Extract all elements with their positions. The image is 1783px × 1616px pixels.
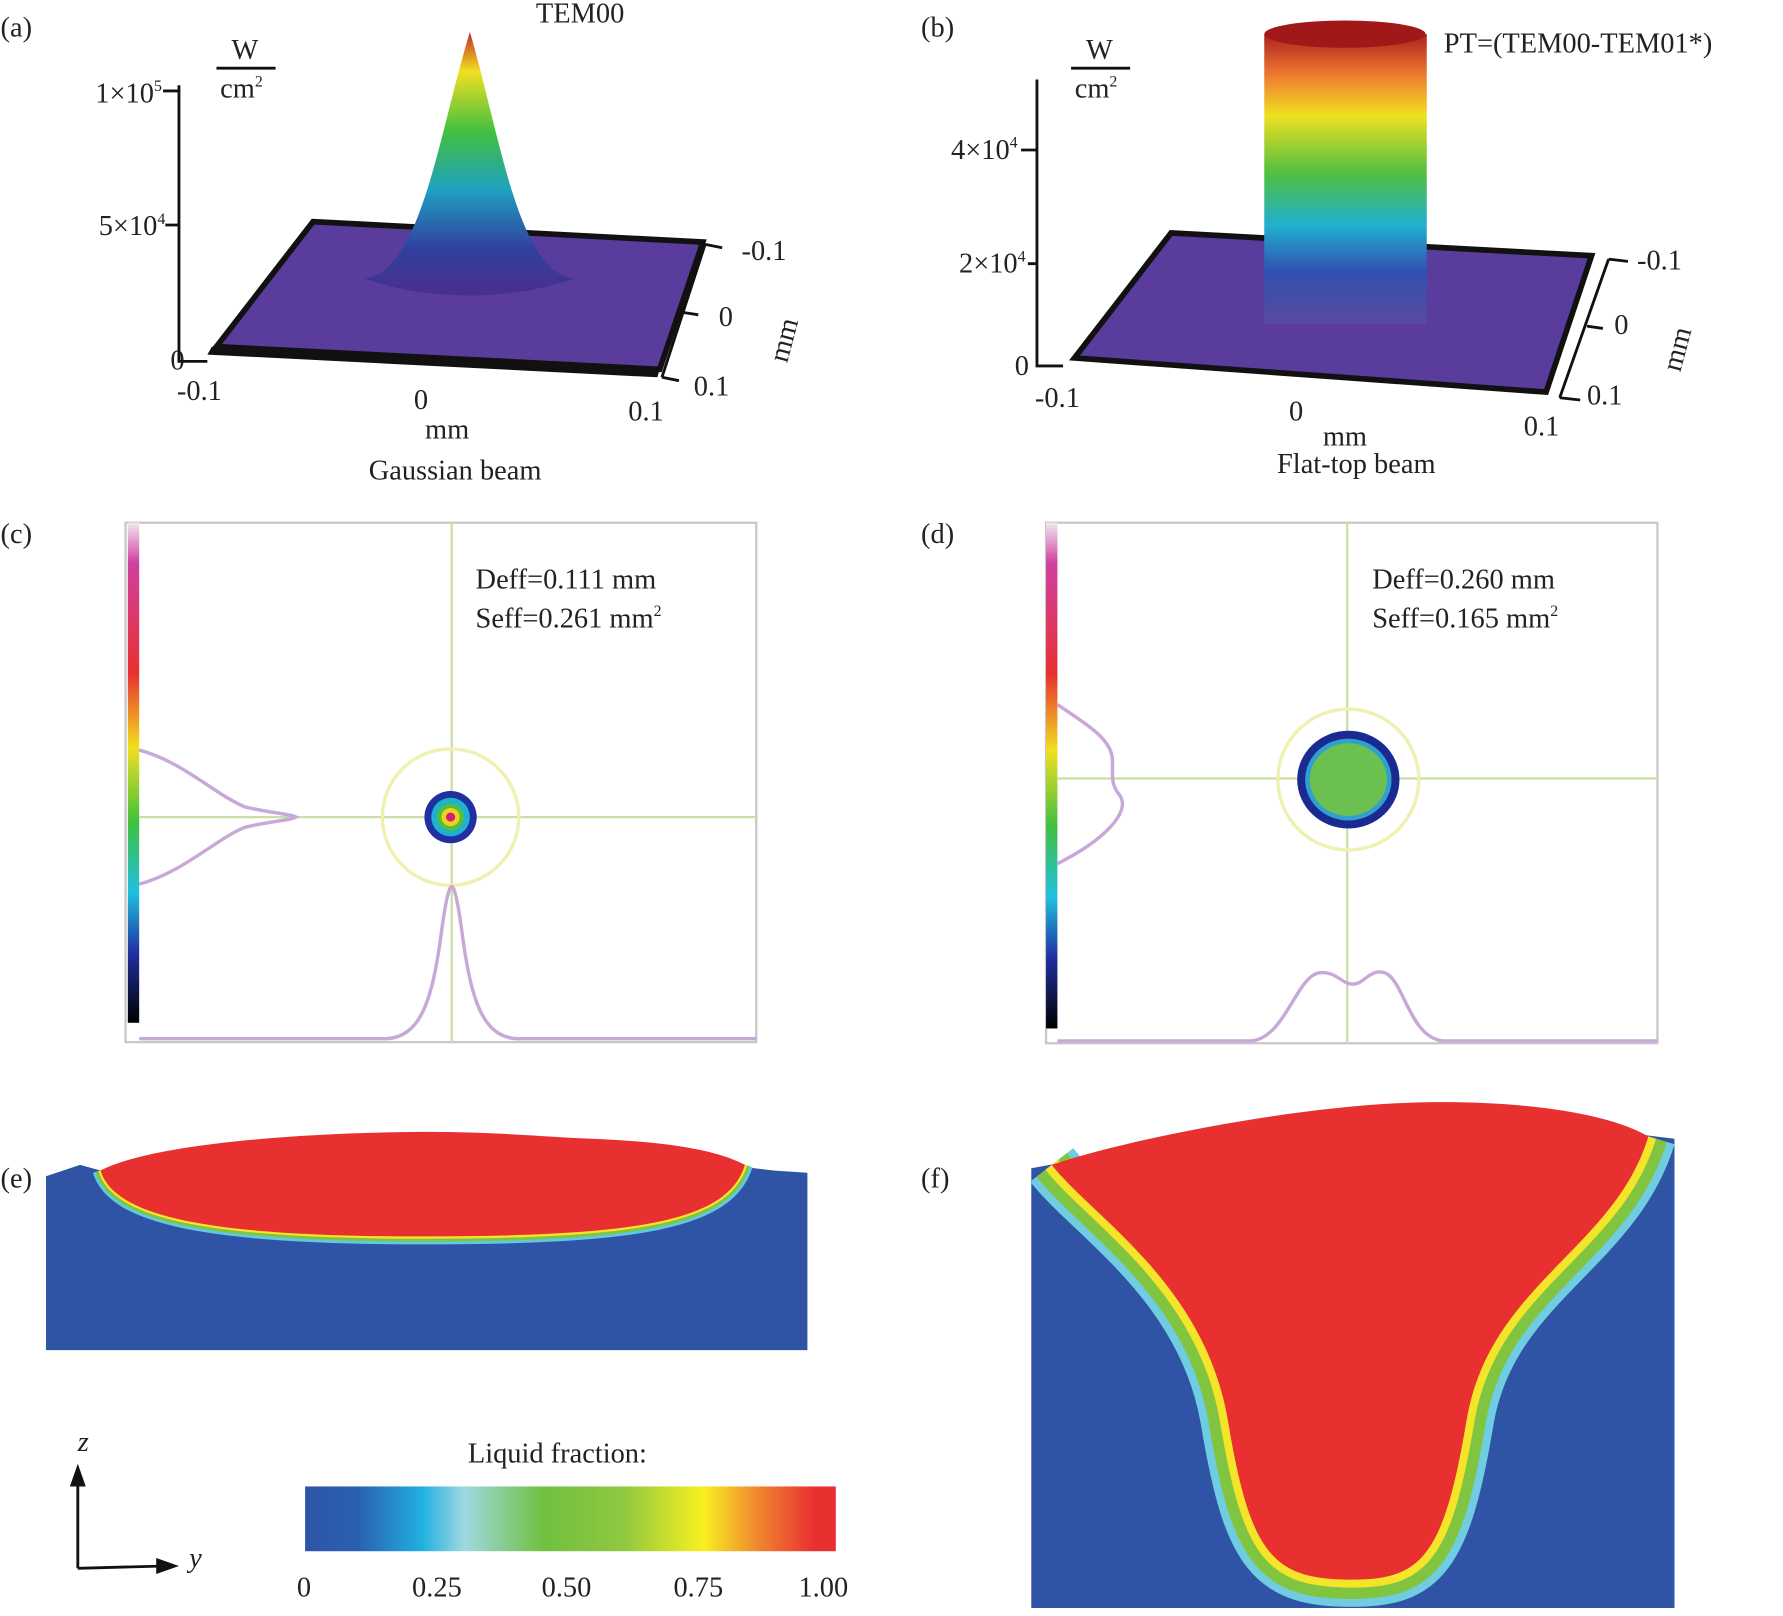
seff: Seff=0.165 mm2: [1372, 603, 1558, 634]
x-label: mm: [425, 415, 469, 446]
deff: Deff=0.111 mm: [476, 565, 657, 596]
legend-title: Liquid fraction:: [468, 1439, 647, 1470]
x-tick: 0.1: [1524, 411, 1560, 442]
panel-c: (c) Deff=0.111 mm Seff=0.261 mm2: [1, 519, 758, 1044]
legend-tick: 0: [297, 1573, 311, 1604]
y-tick: 0: [1614, 310, 1628, 341]
z-axis: [1021, 79, 1064, 368]
x-tick: 0: [414, 385, 428, 416]
spot: [1309, 743, 1387, 816]
seff-exp: 2: [1550, 603, 1558, 620]
legend-tick: 0.50: [542, 1573, 592, 1604]
panel-e: (e): [1, 1131, 808, 1351]
axis-y: y: [186, 1543, 202, 1574]
profile: [138, 748, 300, 886]
z-tick: 0: [1015, 351, 1029, 382]
legend: z y Liquid fraction: 0 0.25 0.50 0.75 1.…: [69, 1427, 848, 1604]
z-tick-base: 1×10: [95, 78, 154, 109]
arrowhead: [156, 1558, 179, 1574]
cylinder-top: [1264, 20, 1426, 48]
panel-d: (d) Deff=0.260 mm Seff=0.165 mm2: [921, 519, 1659, 1045]
unit-den: cm2: [1075, 73, 1118, 104]
unit-num: W: [1086, 35, 1113, 66]
panel-b: (b) PT=(TEM00-TEM01*) W cm2 4×104 2×104 …: [921, 12, 1712, 479]
frame: [124, 521, 758, 1044]
z-tick-base: 2×10: [959, 249, 1018, 280]
unit-num: W: [231, 35, 258, 66]
z-tick-base: 4×10: [951, 135, 1010, 166]
flat-top-cylinder: [1264, 34, 1427, 324]
unit-exp: 2: [255, 73, 263, 90]
z-axis: [163, 85, 208, 363]
y-axis: [660, 242, 723, 383]
y-label: mm: [764, 315, 805, 366]
panel-label: (c): [1, 519, 33, 550]
y-axis: [1558, 257, 1629, 402]
y-tick: 0: [719, 302, 733, 333]
x-label: mm: [1323, 421, 1367, 452]
z-tick-exp: 4: [1018, 248, 1026, 265]
seff: Seff=0.261 mm2: [476, 603, 662, 634]
profile: [139, 884, 757, 1041]
arrowhead: [69, 1463, 86, 1487]
panel-label: (d): [921, 519, 954, 550]
z-tick-exp: 4: [1010, 135, 1018, 152]
deff: Deff=0.260 mm: [1372, 565, 1555, 596]
x-tick: -0.1: [177, 376, 222, 407]
legend-tick: 1.00: [798, 1573, 848, 1604]
z-tick-exp: 4: [157, 211, 165, 228]
legend-tick: 0.75: [673, 1573, 723, 1604]
x-tick: 0.1: [628, 396, 664, 427]
pool-edge: [1045, 1134, 1656, 1588]
z-tick: 5×104: [99, 211, 166, 242]
y-tick: -0.1: [1637, 245, 1682, 276]
ring: [1276, 707, 1421, 852]
panel-label: (e): [1, 1164, 33, 1195]
seff-base: Seff=0.165 mm: [1372, 603, 1550, 634]
z-tick: 2×104: [959, 248, 1026, 279]
profile: [1056, 703, 1125, 866]
panel-label: (b): [921, 12, 954, 43]
colorbar: [1046, 522, 1058, 1029]
y-tick: -0.1: [741, 236, 786, 267]
axes-arrows: [76, 1477, 166, 1570]
caption: Flat-top beam: [1277, 449, 1436, 480]
x-tick: 0: [1289, 396, 1303, 427]
y-tick: 0.1: [694, 371, 730, 402]
unit-exp: 2: [1109, 73, 1117, 90]
colorbar: [127, 522, 140, 1023]
caption: Gaussian beam: [369, 456, 542, 487]
z-tick: 4×104: [951, 135, 1018, 166]
panel-a: (a) TEM00 W cm2 1×105 5×104 0 -0.1 0 0.1…: [1, 0, 806, 487]
profile: [1057, 970, 1658, 1043]
seff-base: Seff=0.261 mm: [476, 603, 654, 634]
spot: [446, 812, 456, 822]
axis-z: z: [77, 1427, 89, 1458]
panel-title: TEM00: [536, 0, 624, 30]
legend-tick: 0.25: [412, 1573, 462, 1604]
gaussian-peak: [364, 31, 575, 296]
melt-pool: [100, 1131, 745, 1237]
colorbar: [305, 1486, 836, 1552]
base-plane: [210, 218, 707, 373]
y-tick: 0.1: [1587, 381, 1623, 412]
panel-title: PT=(TEM00-TEM01*): [1444, 28, 1713, 59]
z-tick-base: 5×10: [99, 211, 158, 242]
plane-edge: [207, 346, 660, 378]
unit-den: cm2: [220, 73, 263, 104]
unit-den-base: cm: [1075, 74, 1110, 105]
unit-den-base: cm: [220, 74, 255, 105]
z-tick: 1×105: [95, 78, 162, 109]
y-label: mm: [1657, 324, 1698, 375]
panel-label: (a): [1, 12, 33, 43]
panel-label: (f): [921, 1164, 949, 1195]
seff-exp: 2: [654, 603, 662, 620]
panel-f: (f): [921, 1102, 1675, 1609]
x-tick: -0.1: [1035, 383, 1080, 414]
melt-pool: [1051, 1102, 1649, 1580]
z-tick-exp: 5: [154, 78, 162, 95]
